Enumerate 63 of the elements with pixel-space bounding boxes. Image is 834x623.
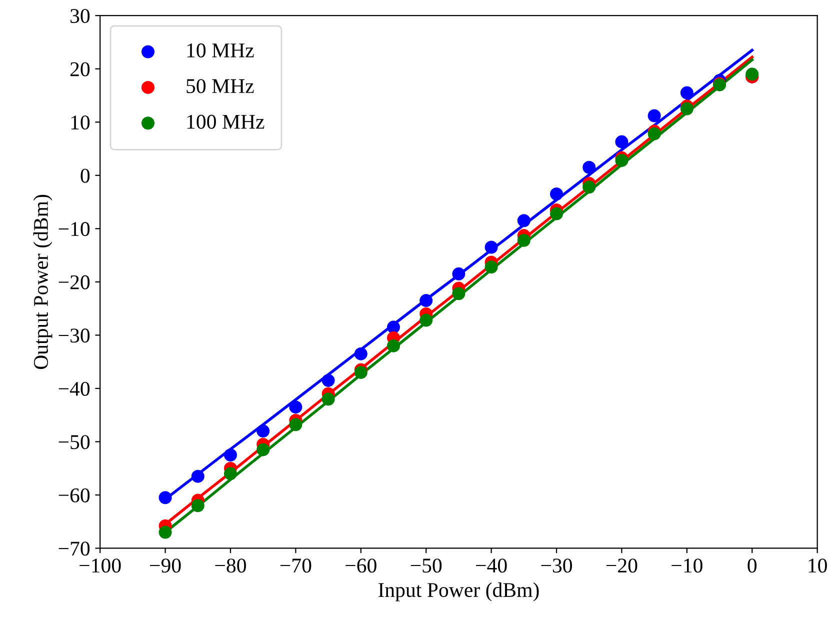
point [386, 339, 400, 352]
legend-label: 100 MHz [187, 114, 264, 129]
x-tick-label: 10 [808, 558, 827, 573]
y-tick-label: −60 [58, 488, 90, 502]
point [582, 180, 596, 194]
point [224, 448, 237, 462]
y-tick-label: 0 [80, 168, 90, 183]
point [550, 207, 564, 220]
x-tick-label: −80 [215, 558, 246, 573]
point [680, 102, 694, 116]
point [680, 86, 694, 100]
point [420, 294, 433, 308]
point [354, 347, 368, 360]
y-tick-label: −30 [58, 328, 90, 343]
x-tick-label: −40 [476, 558, 507, 573]
point [484, 260, 498, 274]
y-tick-label: −20 [58, 275, 90, 290]
point [354, 366, 368, 379]
point [256, 443, 270, 456]
y-tick-label: 30 [70, 8, 90, 24]
point [648, 127, 661, 140]
point [158, 491, 172, 504]
y-tick-label: −70 [58, 542, 90, 556]
x-tick-label: 0 [748, 558, 757, 573]
point [386, 320, 400, 334]
point [322, 374, 335, 387]
point [452, 287, 466, 300]
point [420, 314, 433, 327]
legend-label: 50 MHz [186, 79, 254, 94]
x-tick-label: −20 [606, 558, 638, 573]
x-tick-label: −10 [672, 558, 702, 573]
point [158, 526, 172, 539]
y-axis-title: Output Power (dBm) [33, 194, 52, 370]
x-tick-label: −70 [280, 558, 312, 573]
y-tick-label: 10 [71, 115, 90, 130]
y-tick-label: 20 [70, 62, 90, 76]
legend-label: 10 MHz [187, 43, 254, 58]
x-tick-label: −60 [346, 558, 376, 573]
x-axis-title: Input Power (dBm) [378, 582, 539, 602]
point [452, 267, 466, 280]
point [289, 418, 302, 432]
x-tick-label: −100 [80, 558, 121, 573]
x-tick-label: −90 [150, 558, 181, 573]
x-tick-label: −30 [541, 558, 572, 573]
point [517, 234, 530, 247]
point [256, 424, 270, 438]
point [582, 160, 596, 174]
point [224, 467, 237, 480]
point [615, 154, 628, 167]
x-tick-label: −50 [410, 558, 442, 573]
point [746, 68, 759, 81]
point [615, 135, 628, 148]
y-tick-label: −40 [58, 382, 90, 396]
y-tick-label: −10 [58, 222, 90, 236]
point [191, 499, 204, 512]
y-tick-label: −50 [58, 435, 90, 450]
point [648, 109, 661, 122]
point [550, 188, 564, 201]
point [322, 392, 335, 406]
point [517, 214, 530, 228]
point [191, 470, 204, 483]
point [484, 240, 498, 254]
point [289, 400, 302, 414]
